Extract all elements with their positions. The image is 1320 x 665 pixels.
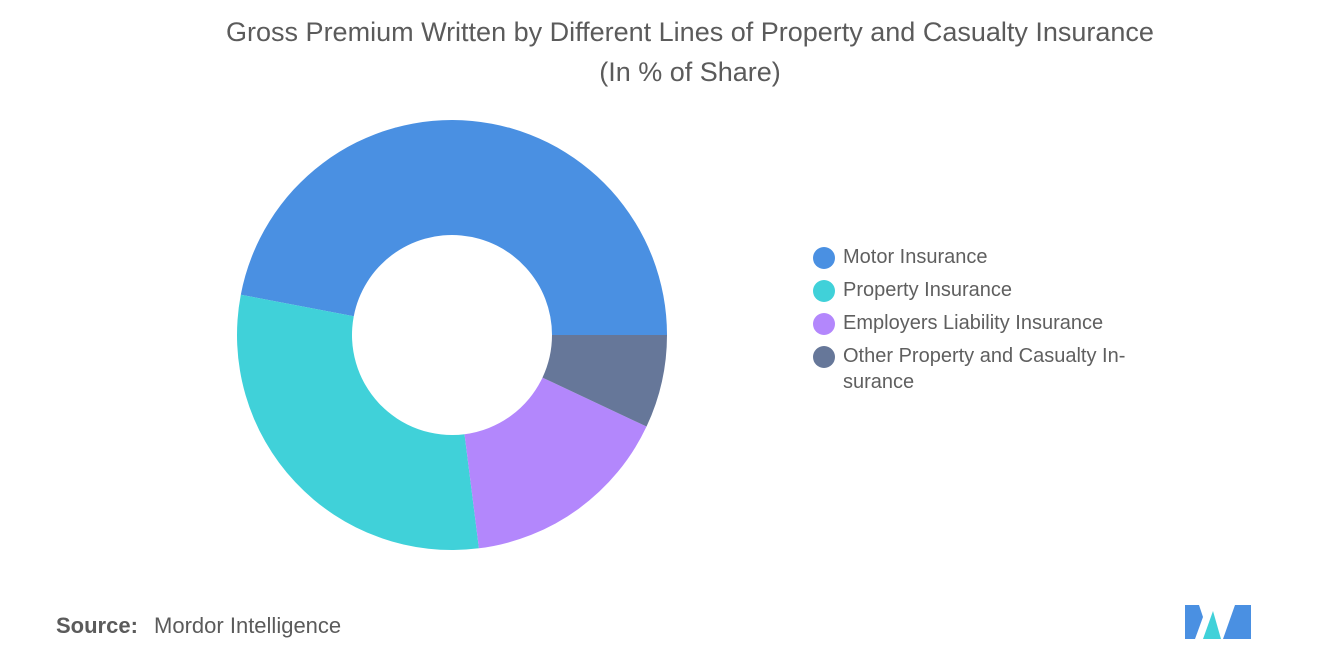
legend-label: Other Property and Casualty In-surance — [843, 345, 1126, 393]
legend-swatch — [813, 280, 835, 302]
logo-middle-mark — [1203, 611, 1221, 639]
source-label: Source: — [56, 613, 138, 638]
source-value: Mordor Intelligence — [154, 613, 342, 638]
legend-item-property-insurance: Property Insurance — [813, 277, 1173, 303]
source-note: Source: Mordor Intelligence — [56, 613, 341, 639]
legend-label: Employers Liability Insurance — [843, 312, 1104, 334]
logo-right-mark — [1223, 605, 1251, 639]
chart-title-line-1: Gross Premium Written by Different Lines… — [226, 17, 1154, 47]
chart-title-line-2: (In % of Share) — [599, 57, 781, 87]
chart-title: Gross Premium Written by Different Lines… — [0, 12, 1320, 92]
legend-label: Motor Insurance — [843, 246, 988, 268]
legend-swatch — [813, 346, 835, 368]
donut-slice-other-property-and-casualty-insurance — [542, 335, 667, 427]
logo-left-mark — [1185, 605, 1203, 639]
donut-slice-employers-liability-insurance — [464, 377, 647, 549]
legend-label: Property Insurance — [843, 279, 1012, 301]
legend-item-other-property-and-casualty-insurance: Other Property and Casualty In-surance — [813, 343, 1173, 395]
donut-slice-property-insurance — [237, 294, 479, 550]
legend-swatch — [813, 247, 835, 269]
legend-item-employers-liability-insurance: Employers Liability Insurance — [813, 310, 1173, 336]
donut-slice-motor-insurance — [240, 119, 668, 335]
chart-legend: Motor Insurance Property Insurance Employe… — [813, 244, 1173, 402]
donut-chart — [237, 119, 668, 550]
mordor-intelligence-logo — [1185, 605, 1251, 639]
legend-swatch — [813, 313, 835, 335]
legend-item-motor-insurance: Motor Insurance — [813, 244, 1173, 270]
